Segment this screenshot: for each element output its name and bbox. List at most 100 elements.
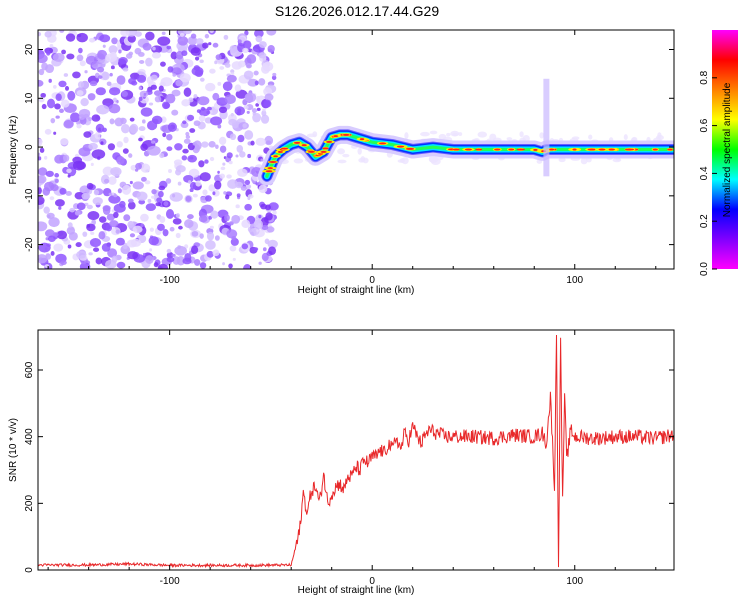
spectrogram-ytick-label: 10 [24,92,35,104]
noise-blob [50,251,55,256]
noise-blob [179,73,191,83]
noise-blob [69,207,76,213]
noise-blob [76,121,81,125]
noise-blob [108,103,121,114]
noise-blob [112,97,117,103]
noise-blob [148,236,159,246]
noise-blob [162,132,167,138]
noise-blob [78,147,91,157]
noise-blob [60,138,69,146]
noise-blob [96,104,110,115]
noise-blob [50,184,59,192]
noise-blob [54,103,61,110]
noise-blob [242,123,247,129]
noise-blob [38,167,48,176]
snr-xtick-label: -100 [160,576,180,587]
colorbar-label: Normalized spectral amplitude [722,82,733,217]
noise-blob [258,261,262,265]
noise-blob [55,115,60,119]
ridge-hotspot [494,148,501,151]
noise-blob [92,197,103,206]
ridge-hotspot [624,148,634,151]
noise-blob [86,182,94,190]
noise-blob [67,90,76,101]
noise-blob [172,218,182,225]
spectrogram-ytick-label: -20 [24,237,35,252]
noise-blob [173,159,183,166]
noise-blob [67,174,71,178]
noise-blob [230,71,235,76]
ridge-hotspot [320,150,327,153]
noise-blob [264,135,274,146]
noise-blob [142,119,146,124]
spectrogram-frame [37,29,675,270]
noise-blob [132,225,143,234]
spectrogram-ytick-label: 0 [24,144,35,150]
noise-blob [38,175,47,184]
noise-blob [140,107,153,117]
noise-blob [168,169,172,174]
noise-blob [58,80,67,88]
snr-series-line [38,334,674,569]
noise-blob [185,195,192,202]
noise-blob [236,193,241,198]
noise-blob [266,226,275,233]
noise-blob [201,141,209,148]
noise-blob [208,42,212,46]
noise-blob [45,229,55,238]
noise-blob [210,116,223,126]
noise-blob [167,66,174,73]
noise-blob [234,106,246,116]
noise-blob [183,138,191,144]
noise-blob [243,70,254,80]
noise-blob [127,251,139,260]
noise-blob [228,263,233,269]
noise-blob [242,47,249,54]
ridge-hotspot [359,138,365,141]
ridge-hotspot [452,148,460,151]
noise-blob [102,44,106,48]
noise-blob [177,181,182,186]
noise-blob [141,176,147,182]
noise-blob [44,31,52,38]
noise-blob [183,87,192,97]
noise-blob [147,198,152,203]
noise-blob [254,30,264,38]
noise-blob [260,158,264,162]
ridge-hotspot [322,147,329,150]
noise-blob [115,229,120,234]
noise-blob [212,92,220,101]
spectrogram-ytick-label: 20 [24,44,35,56]
noise-blob [138,86,142,90]
noise-blob [220,166,226,171]
ridge-hotspot [516,148,525,151]
noise-blob [261,64,270,74]
noise-blob [138,199,146,205]
noise-blob [151,195,155,199]
noise-blob [186,114,195,121]
noise-blob [70,112,80,123]
noise-blob [54,173,60,178]
noise-blob [199,59,204,64]
snr-ytick-label: 200 [24,495,35,512]
spectrogram-ytick-label: -10 [24,188,35,203]
noise-blob [258,78,266,86]
ridge-hotspot [273,155,278,158]
noise-blob [182,120,187,125]
noise-blob [89,80,98,87]
noise-blob [404,132,409,140]
noise-blob [428,155,437,163]
noise-blob [226,229,238,239]
noise-blob [76,250,87,259]
noise-blob [224,214,230,222]
noise-blob [154,95,162,103]
noise-blob [246,54,257,64]
noise-blob [50,117,56,124]
noise-blob [84,70,88,74]
colorbar: 0.0 0.2 0.4 0.6 0.8 Normalized spectral ampl… [699,30,738,276]
noise-blob [106,213,115,221]
noise-blob [145,255,154,264]
noise-blob [215,54,222,60]
noise-blob [38,182,42,188]
noise-blob [101,243,111,252]
